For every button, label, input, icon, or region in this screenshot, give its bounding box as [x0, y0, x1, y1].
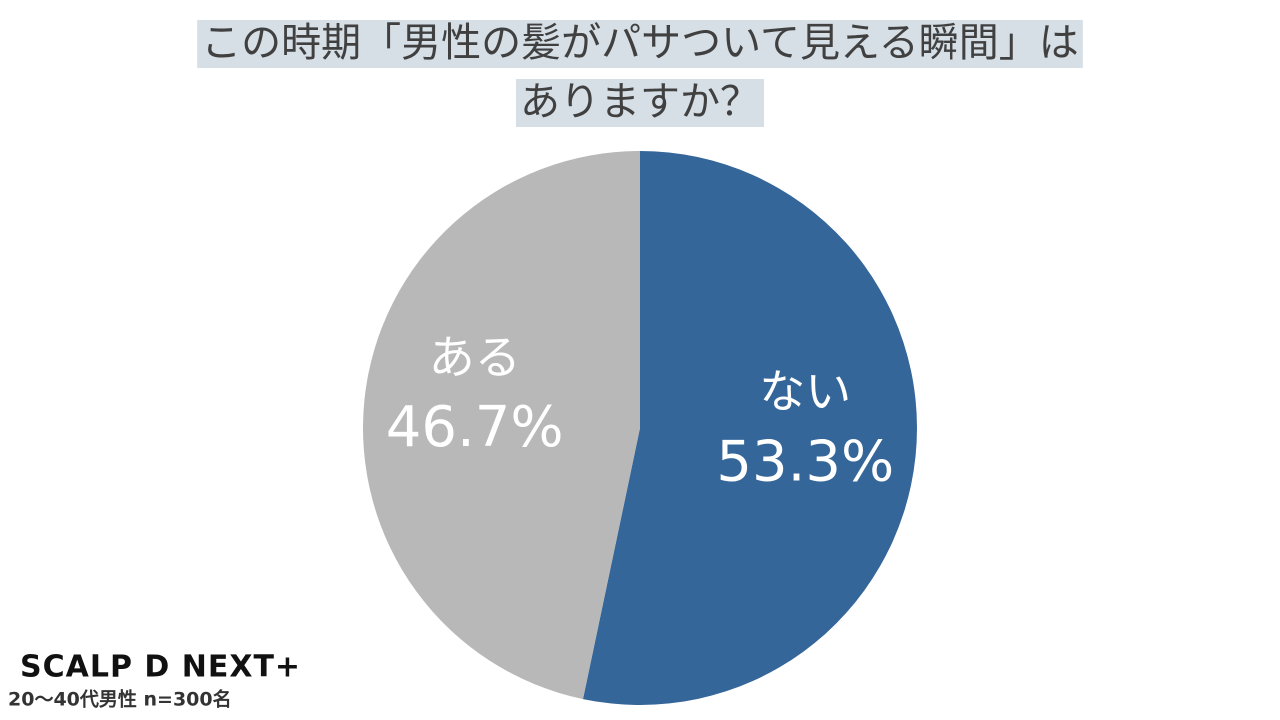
slice-category-label: ない	[759, 365, 851, 419]
title-group: この時期「男性の髪がパサついて見える瞬間」は ありますか？	[197, 20, 1083, 127]
logo: SCALP D NEXT+	[20, 650, 301, 685]
chart-title: ありますか？	[520, 79, 760, 125]
slice-value-label: 46.7%	[386, 395, 564, 460]
pie-slice	[582, 151, 918, 706]
slice-value-label: 53.3%	[716, 429, 894, 494]
title-highlight	[197, 20, 1083, 68]
title-highlight	[516, 79, 764, 127]
slice-category-label: ある	[429, 330, 521, 384]
footnote: 20〜40代男性 n=300名	[8, 688, 232, 711]
pie	[363, 151, 918, 706]
chart-title: この時期「男性の髪がパサついて見える瞬間」は	[201, 20, 1079, 66]
pie-slice	[363, 151, 640, 700]
